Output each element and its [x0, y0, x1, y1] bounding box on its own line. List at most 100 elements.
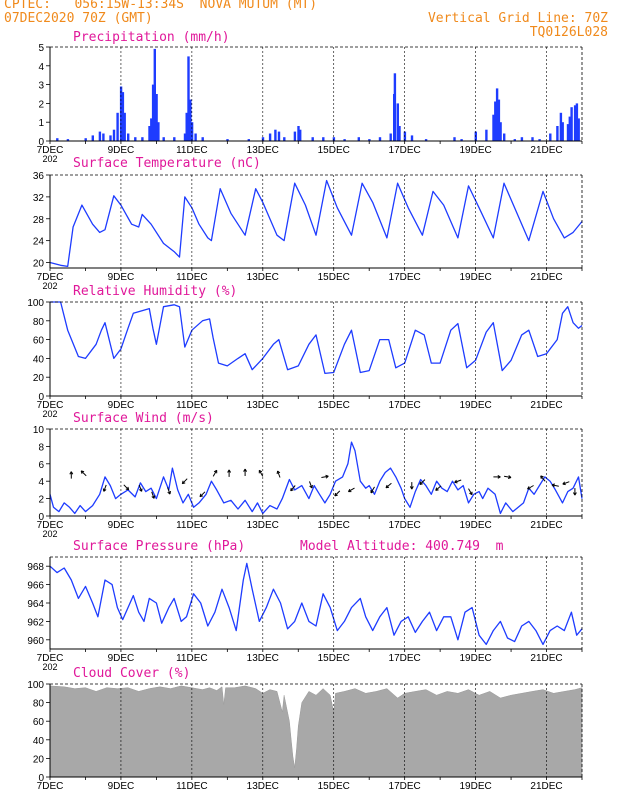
- wind-arrow-shaft: [454, 479, 462, 483]
- precip-bar: [577, 118, 580, 141]
- wind-arrow: [419, 479, 426, 485]
- wind-arrow-shaft: [468, 488, 473, 495]
- pressure-line: [49, 562, 583, 646]
- precip-bar: [549, 133, 552, 141]
- precip-y-tick-label: 1: [38, 118, 44, 129]
- wind-arrow-head: [213, 469, 217, 473]
- temp-x-tick-label: 17DEC: [389, 272, 421, 283]
- wind-title: Surface Wind (m/s): [73, 411, 214, 426]
- rh-x-tick-label: 7DEC: [37, 400, 64, 411]
- precip-bar: [226, 139, 229, 141]
- cloud-x-tick-label: 19DEC: [459, 781, 491, 792]
- precip-bar: [121, 92, 125, 141]
- cloud-y-tick-label: 80: [33, 699, 45, 710]
- wind-panel: 0 2 4 6 8 10 7DEC 9DEC 11DEC 13DEC 15DEC 17DEC 19DEC…: [33, 425, 583, 539]
- precip-bar: [153, 48, 156, 141]
- precip-x-tick-label: 19DEC: [459, 145, 491, 156]
- precip-bar: [368, 139, 371, 141]
- wind-arrow-head: [497, 474, 501, 478]
- wind-arrow-shaft: [527, 485, 534, 490]
- wind-x-tick-label: 15DEC: [318, 520, 350, 531]
- wind-arrow: [243, 468, 248, 476]
- wind-arrow-shaft: [540, 475, 546, 482]
- precip-bar: [247, 139, 250, 141]
- wind-x-tick-label: 9DEC: [108, 520, 135, 531]
- wind-arrow-head: [243, 468, 246, 472]
- precip-bar: [162, 137, 165, 141]
- wind-arrow: [347, 487, 355, 493]
- precip-x-tick-label: 21DEC: [530, 145, 562, 156]
- wind-arrow: [454, 479, 462, 484]
- rh-x-tick-label: 15DEC: [318, 400, 350, 411]
- wind-arrow-head: [276, 470, 279, 474]
- wind-arrow: [80, 470, 87, 477]
- precip-bar: [556, 126, 559, 141]
- temp-y-tick-label: 24: [33, 237, 45, 248]
- wind-arrow: [527, 485, 534, 490]
- temp-x-tick-label: 21DEC: [530, 272, 562, 283]
- wind-arrow-head: [311, 484, 313, 489]
- precip-bar: [283, 137, 286, 141]
- wind-arrow: [504, 475, 512, 479]
- rh-y-tick-label: 0: [38, 392, 44, 403]
- wind-arrow: [572, 488, 577, 496]
- wind-x-tick-label: 11DEC: [176, 520, 208, 531]
- pressure-x-tick-label: 19DEC: [459, 653, 491, 664]
- temp-x-tick-label: 9DEC: [108, 272, 135, 283]
- wind-arrow: [181, 478, 188, 485]
- rh-y-tick-label: 40: [33, 354, 45, 365]
- pressure-year-label: 202: [42, 662, 57, 672]
- temp-y-tick-label: 20: [33, 259, 45, 270]
- cloud-x-tick-label: 17DEC: [389, 781, 421, 792]
- precip-bar: [559, 112, 563, 141]
- precip-bar: [109, 135, 112, 141]
- precip-bar: [141, 137, 144, 141]
- cloud-panel: 0 20 40 60 80 100 7DEC 9DEC 11DEC 13DEC 15DEC 17DEC…: [27, 680, 583, 792]
- precip-bar: [268, 133, 272, 141]
- wind-arrow-head: [508, 475, 512, 478]
- wind-x-tick-label: 19DEC: [459, 520, 491, 531]
- pressure-y-tick-label: 960: [27, 636, 44, 647]
- wind-y-tick-label: 4: [38, 477, 44, 488]
- wind-arrow: [258, 469, 264, 477]
- precip-bar: [173, 137, 176, 141]
- cloud-x-tick-label: 7DEC: [37, 781, 64, 792]
- precip-bar: [155, 94, 158, 141]
- wind-arrow-head: [419, 483, 423, 485]
- precip-y-tick-label: 0: [38, 137, 44, 148]
- wind-arrow: [409, 482, 414, 490]
- rh-x-tick-label: 11DEC: [176, 400, 208, 411]
- precip-bar: [424, 139, 428, 141]
- rh-x-tick-label: 13DEC: [247, 400, 279, 411]
- wind-arrow-head: [454, 481, 458, 484]
- precip-bar: [531, 137, 534, 141]
- rh-line: [50, 301, 583, 375]
- precip-bar: [151, 84, 155, 141]
- precip-bar: [201, 137, 204, 141]
- wind-arrow-head: [290, 489, 294, 492]
- wind-arrow-shaft: [385, 482, 392, 489]
- wind-y-tick-label: 6: [38, 460, 44, 471]
- wind-arrow: [321, 474, 329, 479]
- wind-arrow-head: [69, 471, 72, 475]
- cloud-x-tick-label: 13DEC: [247, 781, 279, 792]
- wind-arrow-head: [385, 486, 390, 489]
- wind-arrow: [227, 469, 232, 477]
- precip-bar: [492, 114, 495, 141]
- precip-bar: [503, 133, 506, 141]
- rh-year-label: 202: [42, 409, 57, 419]
- wind-arrow-head: [562, 483, 566, 486]
- wind-year-label: 202: [42, 529, 57, 539]
- wind-arrow-head: [169, 491, 171, 495]
- wind-y-tick-label: 2: [38, 495, 44, 506]
- temp-x-tick-label: 19DEC: [459, 272, 491, 283]
- temp-title: Surface Temperature (nC): [73, 156, 261, 171]
- precip-y-tick-label: 4: [38, 62, 44, 73]
- wind-arrow-shaft: [334, 490, 341, 497]
- wind-arrow: [551, 483, 559, 488]
- wind-arrow: [334, 490, 341, 497]
- wind-arrow-head: [103, 489, 107, 492]
- wind-arrow-shaft: [309, 481, 313, 489]
- pressure-x-tick-label: 11DEC: [176, 653, 208, 664]
- precip-bar: [274, 129, 277, 141]
